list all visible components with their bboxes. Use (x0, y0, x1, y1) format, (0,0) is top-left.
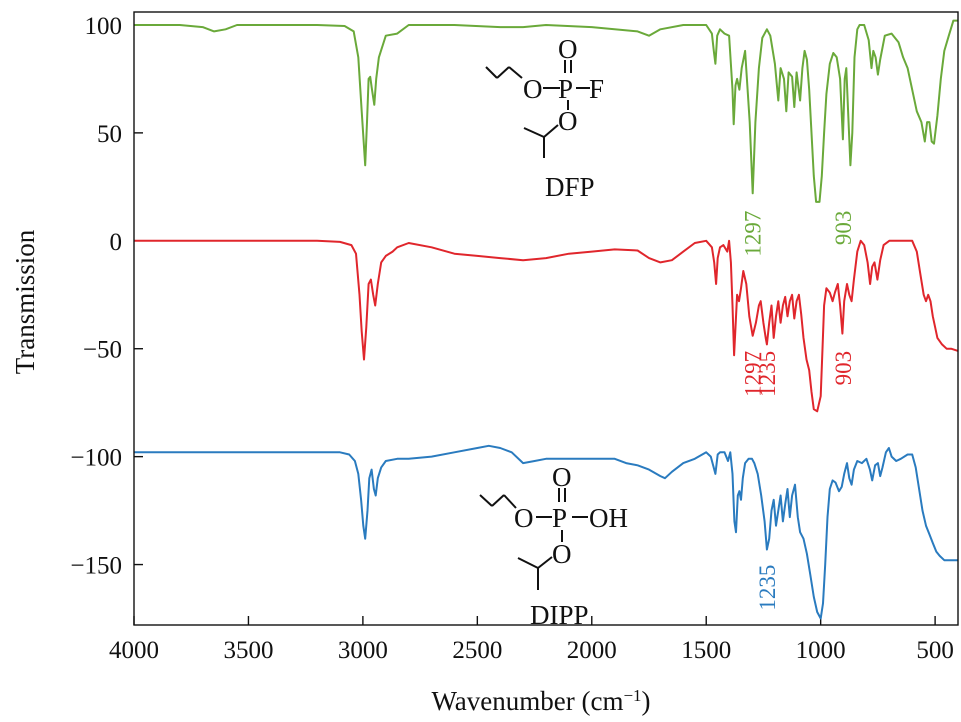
series-group (134, 19, 959, 620)
y-tick-label: 50 (97, 121, 122, 148)
dipp-atom-p: P (552, 503, 567, 533)
y-axis-title: Transmission (10, 229, 40, 374)
series-middle-line (134, 239, 959, 413)
x-axis-ticks: 4000 3500 3000 2500 2000 1500 1000 500 (109, 616, 954, 664)
dfp-atom-p: P (558, 74, 573, 104)
x-tick-label: 500 (916, 637, 954, 664)
peak-label: 1297 (741, 351, 766, 397)
y-tick-label: 0 (110, 229, 123, 256)
dipp-atom-o-bottom: O (552, 539, 572, 569)
x-tick-label: 2000 (567, 637, 617, 664)
dipp-label: DIPP (530, 600, 589, 630)
dipp-atom-o-left: O (514, 503, 534, 533)
y-tick-label: −50 (83, 337, 122, 364)
series-dfp-line (134, 19, 958, 203)
series-dipp-line (134, 444, 958, 620)
x-tick-label: 1500 (681, 637, 731, 664)
dfp-label: DFP (545, 172, 595, 202)
peak-label: 1235 (755, 565, 780, 611)
x-tick-label: 3000 (338, 637, 388, 664)
dipp-atom-o-top: O (552, 462, 572, 492)
dfp-structure: O P O F O DFP (485, 34, 604, 202)
dfp-atom-o-top: O (558, 34, 578, 64)
y-axis-ticks: 100 50 0 −50 −100 −150 (70, 13, 143, 580)
dipp-structure: O P O OH O DIPP (479, 462, 628, 630)
x-tick-label: 3500 (223, 637, 273, 664)
dfp-atom-o-bottom: O (558, 106, 578, 136)
dfp-atom-o-left: O (523, 74, 543, 104)
plot-frame (133, 11, 959, 626)
peak-label: 1297 (741, 211, 766, 257)
peak-label: 903 (831, 351, 856, 386)
x-axis-title-close: ) (642, 686, 651, 716)
x-axis-title: Wavenumber (cm−1) (431, 686, 650, 717)
y-tick-label: −150 (70, 553, 122, 580)
x-axis-title-main: Wavenumber (cm (431, 686, 623, 716)
x-tick-label: 4000 (109, 637, 159, 664)
peak-label: 1235 (755, 351, 780, 397)
y-tick-label: −100 (70, 445, 122, 472)
dfp-atom-f: F (589, 74, 604, 104)
peak-label: 903 (831, 211, 856, 246)
x-axis-title-superscript: −1 (623, 686, 641, 705)
y-tick-label: 100 (85, 13, 123, 40)
dipp-atom-oh: OH (589, 503, 628, 533)
x-tick-label: 1000 (796, 637, 846, 664)
x-tick-label: 2500 (452, 637, 502, 664)
